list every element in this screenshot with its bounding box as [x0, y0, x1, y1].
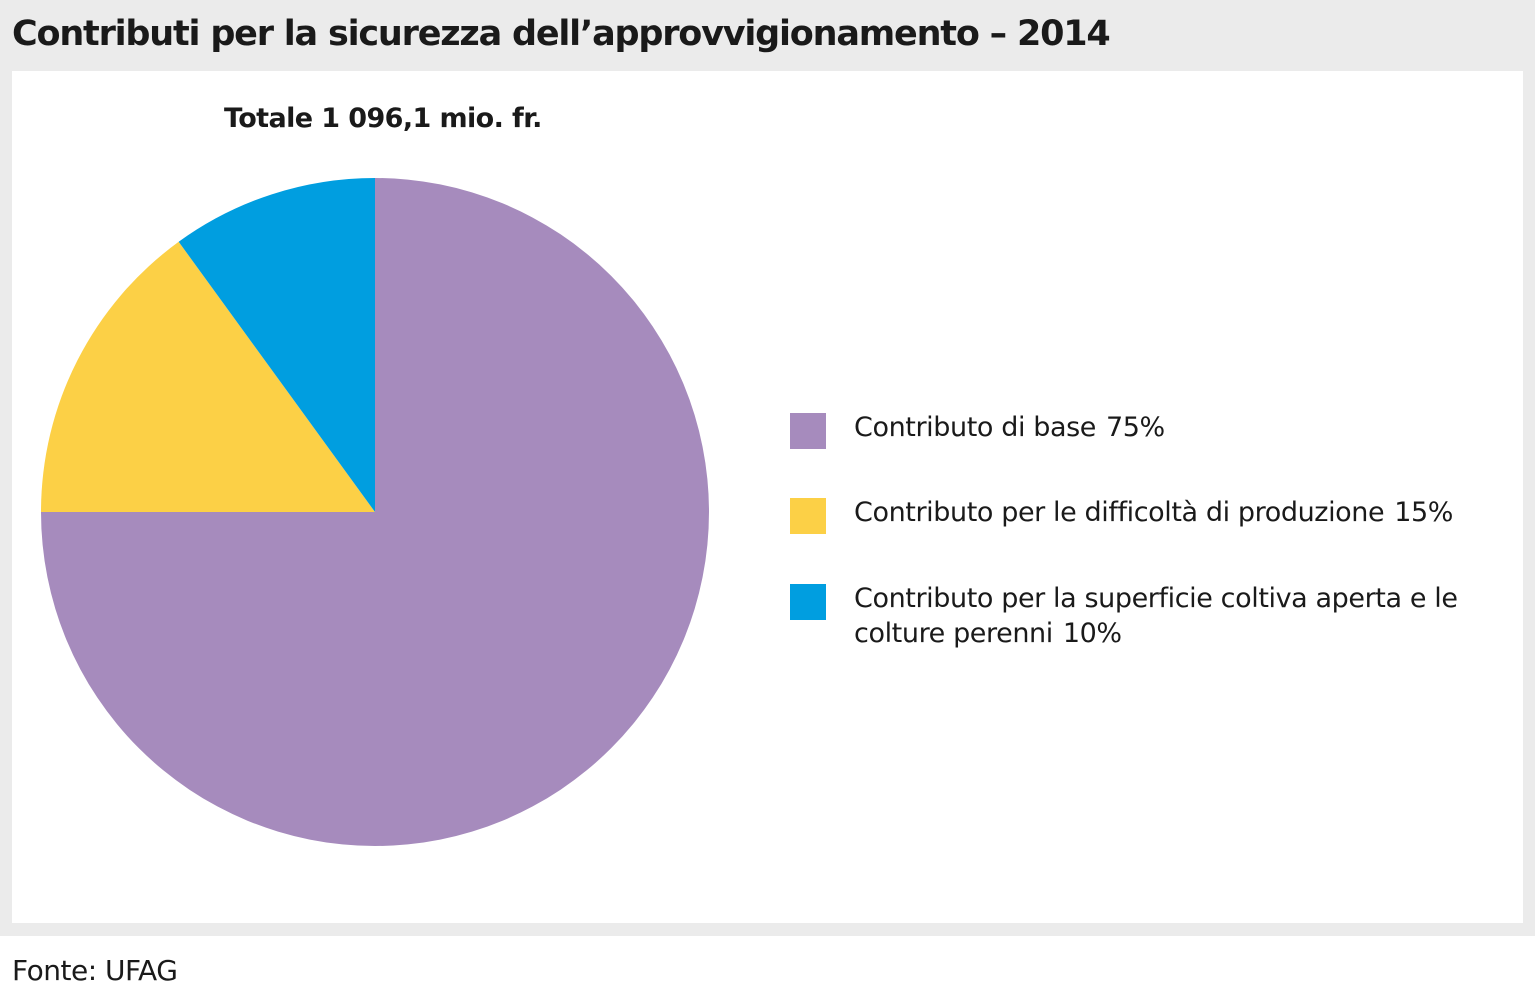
legend-label-base: Contributo di base [854, 412, 1096, 443]
pie-slices [41, 178, 709, 846]
chart-title: Contributi per la sicurezza dell’approvv… [12, 14, 1111, 54]
chart-frame: Contributi per la sicurezza dell’approvv… [0, 0, 1535, 936]
legend-value-open-area: 10% [1062, 618, 1122, 649]
legend-item-base: Contributo di base 75% [790, 410, 1490, 449]
chart-subtitle: Totale 1 096,1 mio. fr. [224, 103, 542, 134]
legend-value-difficulty: 15% [1394, 497, 1454, 528]
source-note: Fonte: UFAG [12, 954, 178, 987]
pie-chart [41, 178, 709, 846]
legend-item-open-area: Contributo per la superficie coltiva ape… [790, 581, 1490, 651]
legend-swatch-difficulty [790, 498, 826, 534]
legend-label-difficulty: Contributo per le difficoltà di produzio… [854, 497, 1385, 528]
pie-slice-difficulty [41, 241, 375, 513]
legend-item-difficulty: Contributo per le difficoltà di produzio… [790, 495, 1490, 534]
legend-label-open-area: Contributo per la superficie coltiva ape… [854, 583, 1458, 649]
legend-swatch-open-area [790, 584, 826, 620]
legend: Contributo di base 75% Contributo per le … [790, 410, 1490, 701]
legend-swatch-base [790, 413, 826, 449]
pie-slice-open-area [178, 178, 375, 512]
legend-value-base: 75% [1106, 412, 1165, 443]
chart-panel: Totale 1 096,1 mio. fr. Contributo di ba… [12, 71, 1523, 923]
